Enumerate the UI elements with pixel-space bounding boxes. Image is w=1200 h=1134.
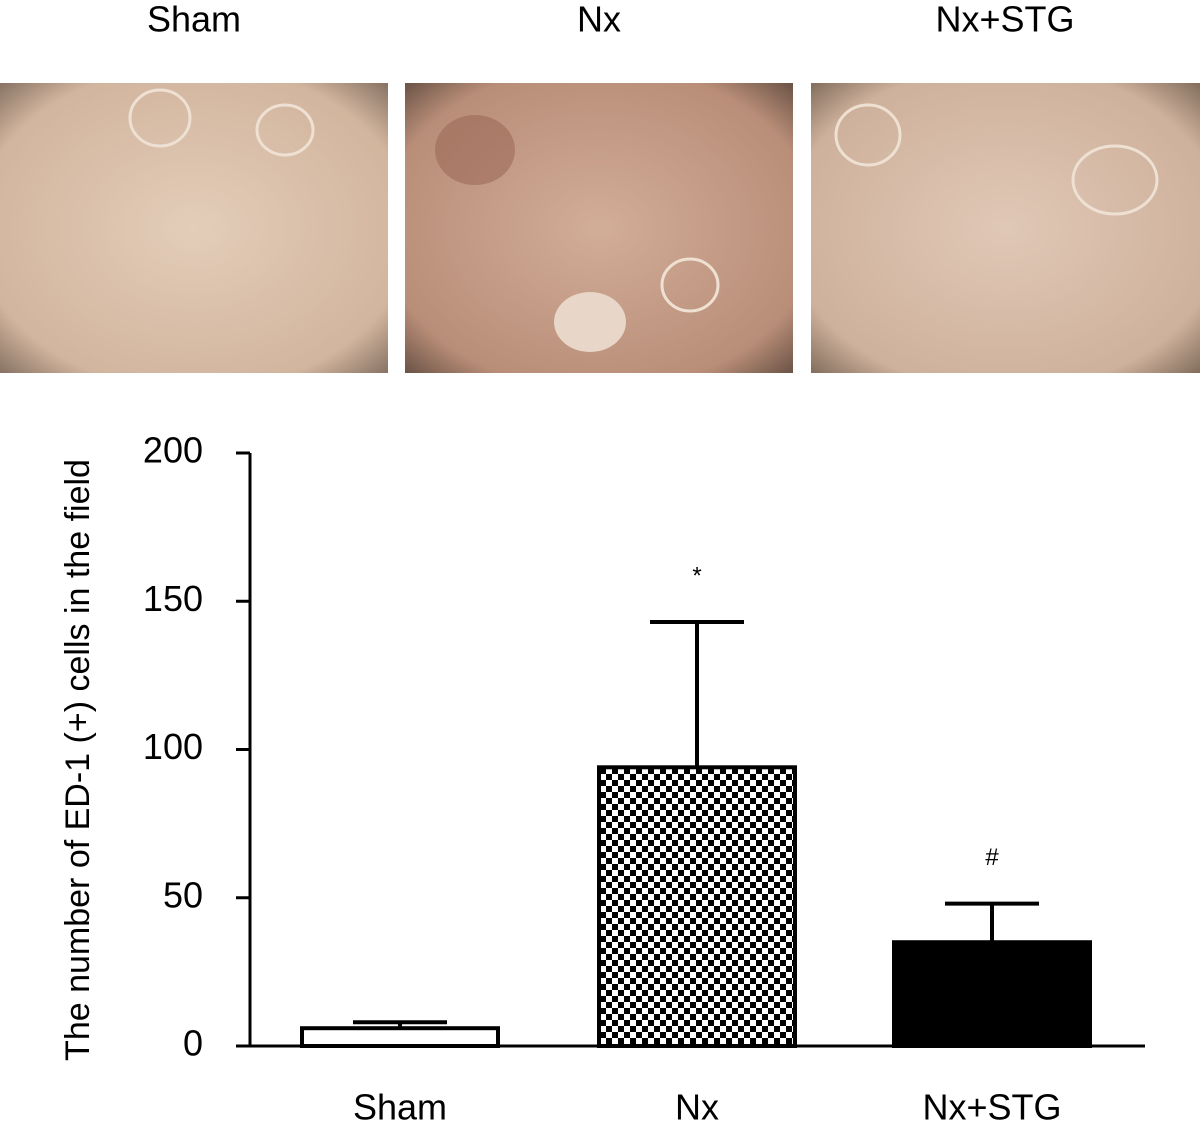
y-tick-label: 200 (143, 430, 203, 471)
y-axis-label: The number of ED-1 (+) cells in the fiel… (59, 459, 97, 1061)
y-tick-label: 50 (163, 874, 203, 915)
panel-label: Nx (577, 0, 621, 40)
panel-label: Nx+STG (935, 0, 1074, 40)
texture (554, 292, 626, 352)
y-tick-label: 100 (143, 726, 203, 767)
x-tick-label: Nx+STG (922, 1087, 1061, 1128)
micrographs (0, 83, 1200, 373)
bar (892, 940, 1092, 1048)
texture (1071, 144, 1159, 216)
x-tick-label: Sham (353, 1087, 447, 1128)
bar (597, 765, 797, 1048)
micrograph (0, 83, 388, 373)
bar (300, 1026, 500, 1048)
texture (834, 103, 902, 167)
significance-mark: * (692, 562, 701, 589)
y-tick-label: 150 (143, 578, 203, 619)
y-tick-label: 0 (183, 1023, 203, 1064)
texture (255, 103, 315, 157)
x-tick-label: Nx (675, 1087, 719, 1128)
texture (660, 257, 720, 313)
significance-mark: # (985, 844, 999, 871)
micrograph (811, 83, 1200, 373)
panel-label: Sham (147, 0, 241, 40)
texture (435, 115, 515, 185)
texture (128, 88, 192, 148)
